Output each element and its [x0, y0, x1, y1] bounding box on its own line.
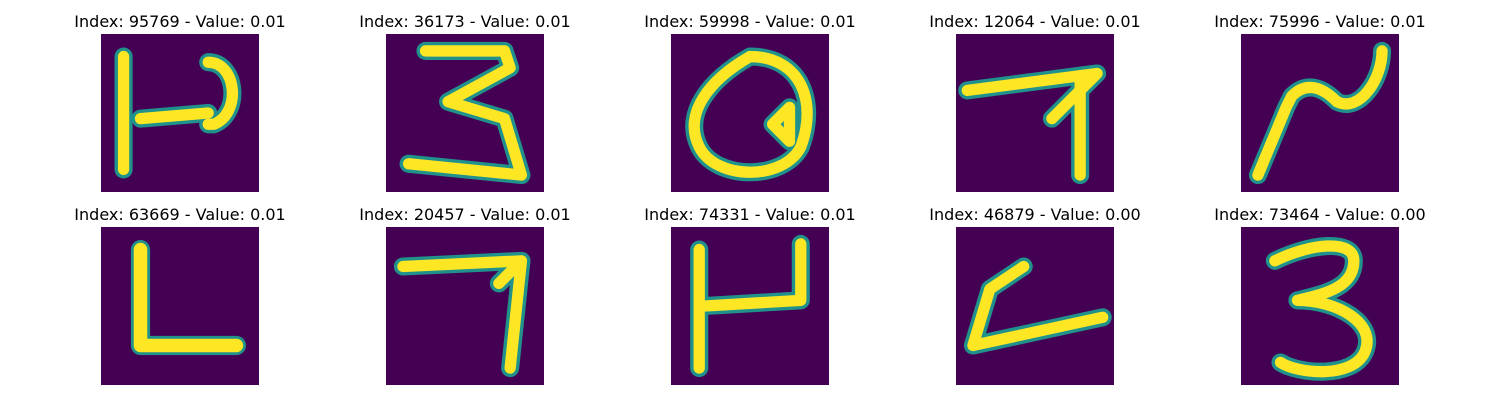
glyph-image — [956, 227, 1114, 385]
panel-title: Index: 36173 - Value: 0.01 — [359, 12, 571, 31]
stroke-core — [961, 67, 1103, 181]
sample-image — [386, 227, 544, 385]
glyph-image — [386, 227, 544, 385]
sample-image — [671, 227, 829, 385]
panel-title: Index: 74331 - Value: 0.01 — [644, 205, 856, 224]
sample-image — [956, 34, 1114, 192]
glyph-image — [386, 34, 544, 192]
glyph-image — [671, 34, 829, 192]
glyph-image — [1241, 227, 1399, 385]
glyph-image — [956, 34, 1114, 192]
sample-image — [1241, 227, 1399, 385]
panel-title: Index: 20457 - Value: 0.01 — [359, 205, 571, 224]
sample-image — [671, 34, 829, 192]
sample-image — [386, 34, 544, 192]
stroke-core — [967, 260, 1109, 352]
stroke-core — [688, 50, 813, 178]
stroke-core — [1269, 240, 1373, 378]
image-background — [956, 34, 1114, 192]
panel-title: Index: 63669 - Value: 0.01 — [74, 205, 286, 224]
sample-image — [956, 227, 1114, 385]
image-background — [101, 227, 259, 385]
glyph-image — [101, 34, 259, 192]
sample-image — [1241, 34, 1399, 192]
stroke-core — [397, 255, 528, 374]
panel-title: Index: 95769 - Value: 0.01 — [74, 12, 286, 31]
sample-image — [101, 34, 259, 192]
panel-title: Index: 12064 - Value: 0.01 — [929, 12, 1141, 31]
panel-title: Index: 46879 - Value: 0.00 — [929, 205, 1141, 224]
stroke-core — [117, 50, 239, 176]
panel-title: Index: 75996 - Value: 0.01 — [1214, 12, 1426, 31]
glyph-image — [101, 227, 259, 385]
stroke-core — [1252, 45, 1388, 181]
panel-title: Index: 73464 - Value: 0.00 — [1214, 205, 1426, 224]
stroke-core — [402, 45, 528, 181]
sample-image — [101, 227, 259, 385]
stroke-core — [133, 242, 244, 353]
panel-title: Index: 59998 - Value: 0.01 — [644, 12, 856, 31]
glyph-image — [1241, 34, 1399, 192]
stroke-core — [693, 238, 807, 374]
glyph-image — [671, 227, 829, 385]
